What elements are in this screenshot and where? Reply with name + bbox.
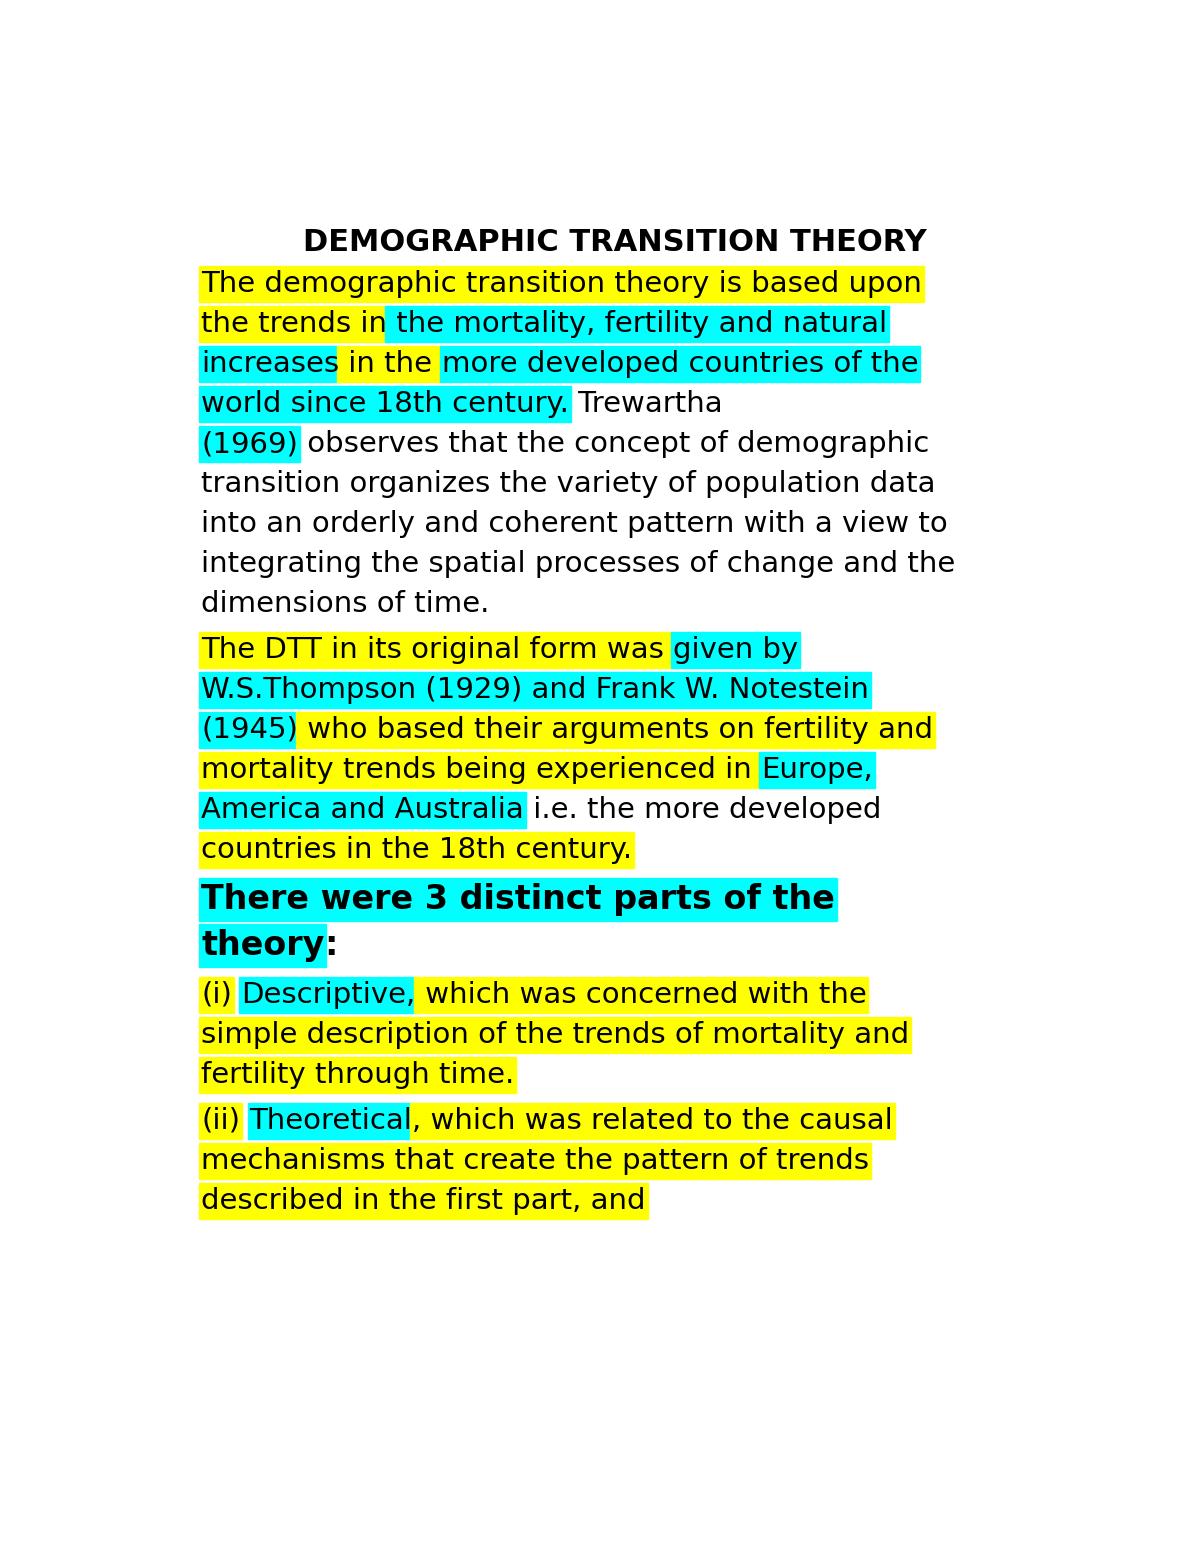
Bar xyxy=(199,924,326,968)
Bar xyxy=(296,711,935,749)
Text: who based their arguments on fertility and: who based their arguments on fertility a… xyxy=(298,716,934,744)
Bar xyxy=(199,385,571,422)
Bar xyxy=(199,711,300,749)
Bar xyxy=(337,346,443,382)
Bar xyxy=(414,977,868,1013)
Text: The DTT in its original form was: The DTT in its original form was xyxy=(202,637,673,665)
Bar xyxy=(439,346,920,382)
Bar xyxy=(199,672,871,708)
Bar xyxy=(385,306,889,342)
Text: mortality trends being experienced in: mortality trends being experienced in xyxy=(202,756,761,784)
Bar xyxy=(247,1103,414,1138)
Bar xyxy=(199,1056,516,1093)
Bar xyxy=(199,346,341,382)
Text: (1969): (1969) xyxy=(202,430,298,458)
Text: integrating the spatial processes of change and the: integrating the spatial processes of cha… xyxy=(202,550,955,578)
Text: transition organizes the variety of population data: transition organizes the variety of popu… xyxy=(202,471,936,499)
Bar xyxy=(410,1103,895,1138)
Text: mechanisms that create the pattern of trends: mechanisms that create the pattern of tr… xyxy=(202,1146,869,1174)
Text: (i): (i) xyxy=(202,981,232,1009)
Text: world since 18th century.: world since 18th century. xyxy=(202,390,569,418)
Text: theory: theory xyxy=(202,929,324,963)
Bar xyxy=(199,1143,871,1179)
Text: DEMOGRAPHIC TRANSITION THEORY: DEMOGRAPHIC TRANSITION THEORY xyxy=(304,228,926,258)
Bar xyxy=(199,792,526,828)
Text: Theoretical: Theoretical xyxy=(250,1107,413,1135)
Bar xyxy=(199,1182,648,1219)
Text: The demographic transition theory is based upon: The demographic transition theory is bas… xyxy=(202,270,922,298)
Bar xyxy=(199,306,389,342)
Text: There were 3 distinct parts of the: There were 3 distinct parts of the xyxy=(202,882,835,916)
Text: i.e. the more developed: i.e. the more developed xyxy=(524,797,881,825)
Bar xyxy=(199,266,924,303)
Text: (ii): (ii) xyxy=(202,1107,240,1135)
Text: Europe,: Europe, xyxy=(761,756,872,784)
Text: , which was related to the causal: , which was related to the causal xyxy=(413,1107,893,1135)
Text: fertility through time.: fertility through time. xyxy=(202,1061,515,1089)
Bar xyxy=(199,1103,242,1138)
Text: Descriptive,: Descriptive, xyxy=(241,981,415,1009)
Text: simple description of the trends of mortality and: simple description of the trends of mort… xyxy=(202,1020,910,1048)
Text: described in the first part, and: described in the first part, and xyxy=(202,1186,646,1214)
Text: more developed countries of the: more developed countries of the xyxy=(442,349,918,377)
Bar xyxy=(199,632,676,668)
Bar xyxy=(199,877,836,921)
Bar xyxy=(199,752,763,787)
Text: which was concerned with the: which was concerned with the xyxy=(415,981,866,1009)
Text: :: : xyxy=(324,929,338,963)
Text: the mortality, fertility and natural: the mortality, fertility and natural xyxy=(388,311,887,339)
Text: the trends in: the trends in xyxy=(202,311,388,339)
Text: W.S.Thompson (1929) and Frank W. Notestein: W.S.Thompson (1929) and Frank W. Noteste… xyxy=(202,676,869,704)
Text: America and Australia: America and Australia xyxy=(202,797,524,825)
Bar xyxy=(199,977,234,1013)
Text: increases: increases xyxy=(202,349,340,377)
Text: observes that the concept of demographic: observes that the concept of demographic xyxy=(298,430,929,458)
Text: (1945): (1945) xyxy=(202,716,298,744)
Text: countries in the 18th century.: countries in the 18th century. xyxy=(202,836,632,863)
Text: given by: given by xyxy=(673,637,798,665)
Bar xyxy=(672,632,800,668)
Text: in the: in the xyxy=(340,349,442,377)
Bar xyxy=(199,832,634,868)
Text: dimensions of time.: dimensions of time. xyxy=(202,590,490,618)
Bar xyxy=(199,426,300,463)
Text: Trewartha: Trewartha xyxy=(569,390,722,418)
Bar xyxy=(760,752,875,787)
Bar xyxy=(199,1017,911,1053)
Bar xyxy=(240,977,418,1013)
Text: into an orderly and coherent pattern with a view to: into an orderly and coherent pattern wit… xyxy=(202,509,948,537)
